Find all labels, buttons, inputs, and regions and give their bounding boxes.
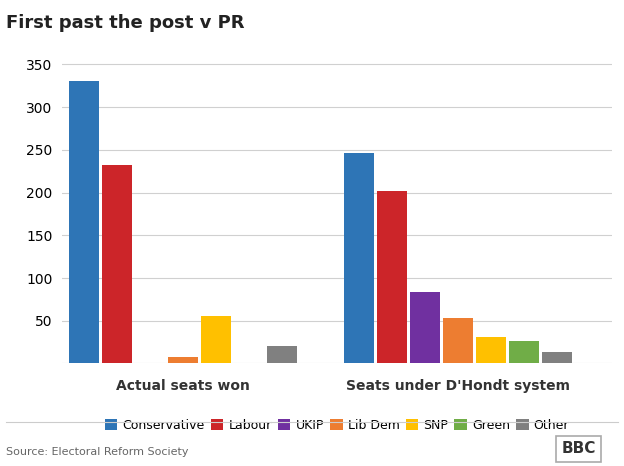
Bar	[475, 337, 506, 363]
Bar	[69, 81, 99, 363]
Bar	[509, 341, 539, 363]
Bar	[201, 315, 232, 363]
Bar	[442, 318, 473, 363]
Bar	[344, 153, 374, 363]
Bar	[377, 191, 407, 363]
Text: First past the post v PR: First past the post v PR	[6, 14, 245, 32]
Bar	[168, 356, 198, 363]
Text: BBC: BBC	[562, 441, 596, 456]
Bar	[102, 165, 132, 363]
Text: Source: Electoral Reform Society: Source: Electoral Reform Society	[6, 447, 188, 457]
Bar	[542, 351, 572, 363]
Bar	[410, 292, 440, 363]
Bar	[267, 346, 297, 363]
Legend: Conservative, Labour, UKIP, Lib Dem, SNP, Green, Other: Conservative, Labour, UKIP, Lib Dem, SNP…	[105, 419, 569, 432]
